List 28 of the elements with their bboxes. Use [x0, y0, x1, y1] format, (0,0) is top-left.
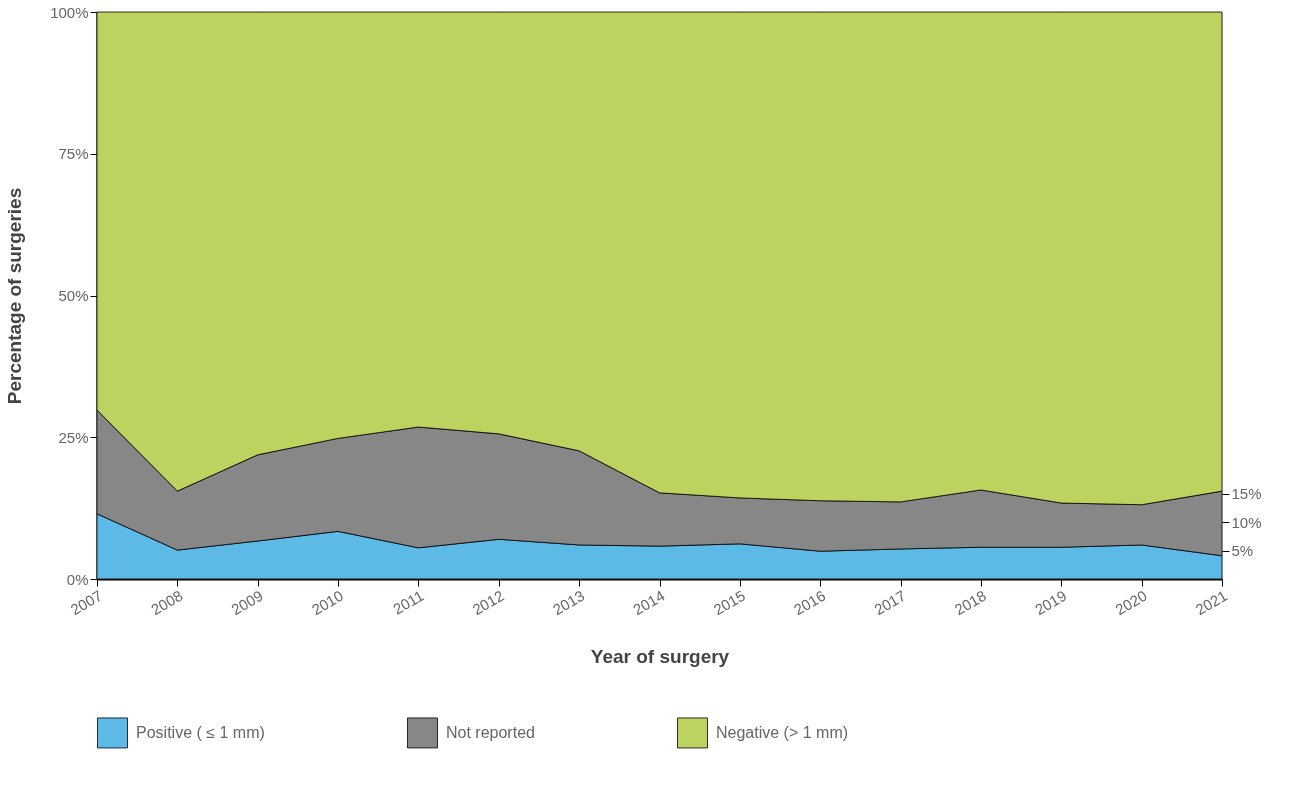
x-tick-label: 2018 — [951, 586, 989, 619]
x-tick-label: 2016 — [790, 586, 829, 619]
y2-tick-label: 5% — [1231, 542, 1254, 560]
legend-label: Not reported — [446, 723, 535, 741]
x-tick-label: 2008 — [147, 586, 186, 619]
x-tick-label: 2013 — [549, 586, 588, 619]
x-tick-label: 2012 — [469, 586, 507, 619]
legend-label: Positive ( ≤ 1 mm) — [136, 723, 265, 741]
y-tick-label: 75% — [58, 145, 89, 163]
x-tick-label: 2017 — [871, 586, 909, 619]
y-tick-label: 50% — [58, 287, 89, 304]
y-tick-label: 100% — [50, 3, 89, 21]
x-tick-label: 2021 — [1192, 586, 1230, 619]
x-tick-label: 2019 — [1031, 586, 1070, 619]
x-tick-label: 2014 — [630, 586, 668, 619]
x-tick-label: 2015 — [710, 586, 748, 619]
x-tick-label: 2010 — [308, 586, 347, 619]
x-tick-label: 2009 — [228, 586, 266, 619]
x-tick-label: 2020 — [1112, 586, 1150, 619]
y2-tick-label: 15% — [1231, 485, 1262, 503]
x-axis-title: Year of surgery — [590, 646, 730, 668]
y2-tick-label: 10% — [1231, 513, 1262, 531]
y-tick-label: 25% — [58, 428, 89, 446]
y-axis-title: Percentage of surgeries — [4, 187, 26, 405]
x-tick-label: 2007 — [67, 586, 105, 619]
legend-label: Negative (> 1 mm) — [716, 723, 849, 741]
x-tick-label: 2011 — [389, 586, 427, 618]
y-tick-label: 0% — [66, 570, 89, 588]
